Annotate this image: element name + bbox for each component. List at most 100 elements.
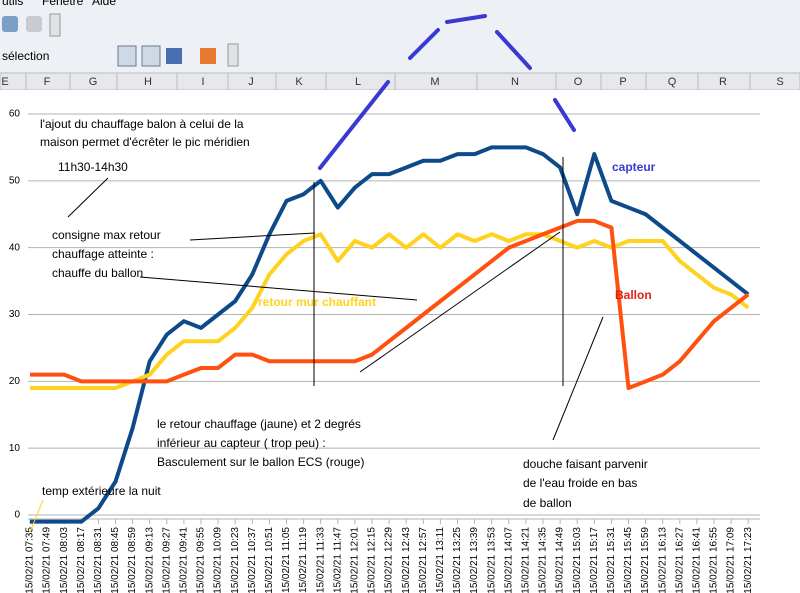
dashed-arc	[445, 14, 487, 24]
dashed-arc	[408, 28, 440, 60]
x-tick-label: 15/02/21 11:33	[315, 527, 326, 593]
dashed-arc	[553, 98, 576, 132]
column-header: S	[776, 76, 783, 88]
undo-icon[interactable]	[2, 16, 18, 32]
x-tick-label: 15/02/21 07:49	[42, 527, 53, 593]
x-tick-label: 15/02/21 12:43	[401, 527, 412, 593]
annotation: 11h30-14h30	[58, 160, 128, 174]
x-tick-label: 15/02/21 09:55	[196, 527, 207, 593]
annotation: inférieur au capteur ( trop peu) :	[157, 436, 326, 450]
series-line	[30, 218, 750, 391]
column-header: L	[355, 76, 361, 88]
annotation: retour mur chauffant	[258, 295, 376, 309]
column-header: F	[44, 76, 51, 88]
menu-item[interactable]: utils	[2, 0, 23, 8]
x-tick-label: 15/02/21 07:35	[25, 527, 36, 593]
y-tick-label: 20	[9, 376, 21, 387]
selection-label[interactable]: sélection	[2, 49, 49, 63]
x-tick-label: 15/02/21 14:21	[521, 527, 532, 593]
column-header: J	[248, 76, 254, 88]
dropdown[interactable]	[227, 43, 239, 67]
column-header: H	[144, 76, 152, 88]
x-tick-label: 15/02/21 13:39	[469, 527, 480, 593]
x-tick-label: 15/02/21 08:03	[59, 527, 70, 593]
annotation-line	[139, 276, 418, 301]
chart-area	[0, 90, 800, 593]
annotation: de l'eau froide en bas	[523, 476, 637, 490]
x-tick-label: 15/02/21 15:03	[572, 527, 583, 593]
series-line	[30, 232, 750, 391]
annotation: Basculement sur le ballon ECS (rouge)	[157, 455, 364, 469]
x-tick-label: 15/02/21 13:53	[486, 527, 497, 593]
annotation-line	[189, 232, 316, 241]
menu-item[interactable]: Fenêtre	[42, 0, 84, 8]
x-tick-label: 15/02/21 14:35	[538, 527, 549, 593]
x-tick-label: 15/02/21 16:41	[692, 527, 703, 593]
x-tick-label: 15/02/21 16:27	[674, 527, 685, 593]
column-header-bar	[0, 72, 800, 91]
y-tick-label: 60	[9, 109, 21, 120]
x-tick-label: 15/02/21 13:11	[435, 527, 446, 593]
y-tick-label: 40	[9, 242, 21, 253]
redo-icon[interactable]	[26, 16, 42, 32]
x-tick-label: 15/02/21 11:19	[298, 527, 309, 593]
column-header: I	[201, 76, 204, 88]
annotation: chauffe du ballon	[52, 266, 143, 280]
x-tick-label: 15/02/21 12:01	[350, 527, 361, 593]
annotation: Ballon	[615, 288, 652, 302]
x-tick-label: 15/02/21 09:27	[161, 527, 172, 593]
y-tick-label: 50	[9, 175, 21, 186]
annotation-line	[29, 499, 44, 533]
x-tick-label: 15/02/21 10:09	[213, 527, 224, 593]
column-header: G	[89, 76, 98, 88]
x-tick-label: 15/02/21 08:59	[127, 527, 138, 593]
dashed-arc	[318, 80, 390, 170]
column-header: P	[619, 76, 626, 88]
column-header: M	[430, 76, 439, 88]
x-tick-label: 15/02/21 14:07	[503, 527, 514, 593]
tool-icon[interactable]	[166, 48, 182, 64]
tool-icon[interactable]	[141, 45, 161, 67]
x-tick-label: 15/02/21 15:31	[606, 527, 617, 593]
x-tick-label: 15/02/21 10:23	[230, 527, 241, 593]
x-tick-label: 15/02/21 11:47	[332, 527, 343, 593]
tool-icon[interactable]	[200, 48, 216, 64]
y-tick-label: 30	[9, 309, 21, 320]
y-tick-label: 10	[9, 443, 21, 454]
annotation: capteur	[612, 160, 656, 174]
column-header: E	[1, 76, 8, 88]
x-tick-label: 15/02/21 16:13	[657, 527, 668, 593]
x-tick-label: 15/02/21 09:13	[144, 527, 155, 593]
column-header: R	[719, 76, 727, 88]
annotation: maison permet d'écrêter le pic méridien	[40, 135, 250, 149]
x-tick-label: 15/02/21 10:51	[264, 527, 275, 593]
annotation: chauffage atteinte :	[52, 247, 154, 261]
column-header: N	[511, 76, 519, 88]
annotation-line	[552, 316, 604, 441]
menu-item[interactable]: Aide	[92, 0, 116, 8]
dropdown[interactable]	[49, 13, 61, 37]
column-header: O	[574, 76, 583, 88]
x-tick-label: 15/02/21 08:31	[93, 527, 104, 593]
annotation: de ballon	[523, 496, 572, 510]
x-tick-label: 15/02/21 11:05	[281, 527, 292, 593]
x-tick-label: 15/02/21 09:41	[179, 527, 190, 593]
series-line	[30, 145, 750, 524]
annotation: consigne max retour	[52, 228, 161, 242]
column-header: Q	[668, 76, 677, 88]
x-tick-label: 15/02/21 15:45	[623, 527, 634, 593]
x-tick-label: 15/02/21 17:09	[726, 527, 737, 593]
x-tick-label: 15/02/21 12:29	[384, 527, 395, 593]
x-tick-label: 15/02/21 15:59	[640, 527, 651, 593]
x-tick-label: 15/02/21 12:57	[418, 527, 429, 593]
dashed-arc	[495, 30, 532, 70]
x-tick-label: 15/02/21 14:49	[555, 527, 566, 593]
x-tick-label: 15/02/21 10:37	[247, 527, 258, 593]
x-tick-label: 15/02/21 08:45	[110, 527, 121, 593]
column-header: K	[295, 76, 303, 88]
x-tick-label: 15/02/21 17:23	[743, 527, 754, 593]
annotation: temp extérieure la nuit	[42, 484, 161, 498]
x-tick-label: 15/02/21 08:17	[76, 527, 87, 593]
annotation-line	[67, 177, 109, 218]
tool-icon[interactable]	[117, 45, 137, 67]
